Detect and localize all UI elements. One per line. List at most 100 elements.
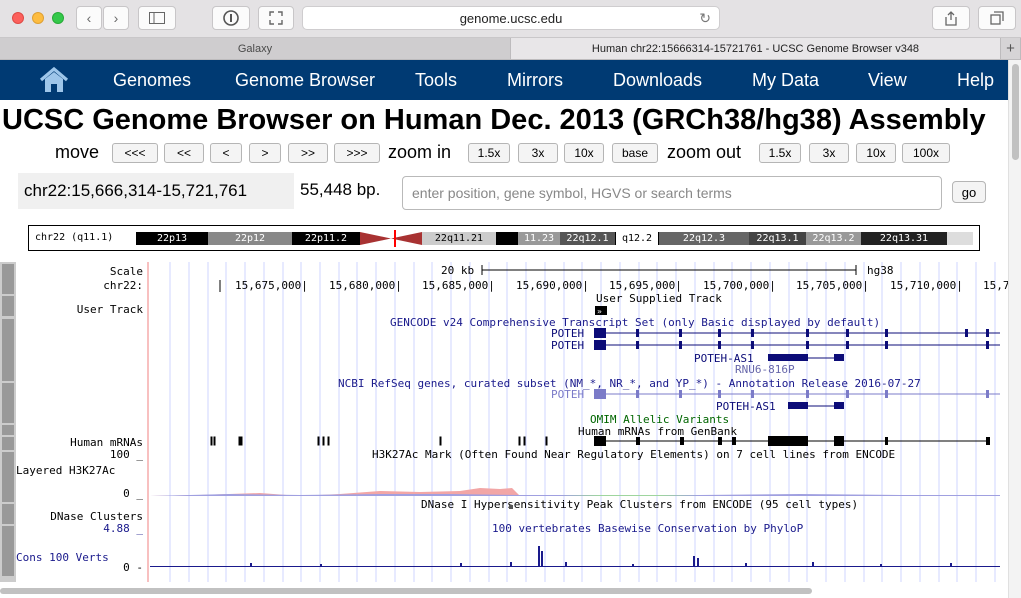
go-button[interactable]: go bbox=[952, 181, 986, 203]
cons-max-label: 4.88 _ bbox=[103, 522, 143, 535]
band-22q13.1[interactable]: 22q13.1 bbox=[749, 232, 806, 245]
forward-button[interactable]: › bbox=[103, 6, 129, 30]
band-22q13.31[interactable]: 22q13.31 bbox=[861, 232, 947, 245]
address-bar[interactable]: genome.ucsc.edu ↻ bbox=[302, 6, 720, 30]
chevron-right-icon: › bbox=[113, 10, 119, 26]
refseq-gene-poteh-as1[interactable]: POTEH-AS1 bbox=[716, 400, 776, 413]
zoom-out-10x-button[interactable]: 10x bbox=[856, 143, 896, 163]
minimize-window-button[interactable] bbox=[32, 12, 44, 24]
move-right-more-button[interactable]: >> bbox=[288, 143, 328, 163]
cons-signal[interactable] bbox=[150, 546, 1000, 567]
band-22q13.2[interactable]: 22q13.2 bbox=[806, 232, 861, 245]
vertical-scroll-thumb[interactable] bbox=[1012, 64, 1019, 160]
band-22q12.1[interactable]: 22q12.1 bbox=[560, 232, 615, 245]
page-title: UCSC Genome Browser on Human Dec. 2013 (… bbox=[2, 104, 986, 136]
zoom-in-base-button[interactable]: base bbox=[612, 143, 658, 163]
nav-tools[interactable]: Tools bbox=[415, 70, 458, 90]
tab-galaxy[interactable]: Galaxy bbox=[0, 38, 511, 59]
ruler-tick-4: 15,690,000| bbox=[516, 279, 589, 292]
cons-min-label: 0 - bbox=[123, 561, 143, 574]
cons-track-title: 100 vertebrates Basewise Conservation by… bbox=[492, 522, 804, 535]
zoom-out-3x-button[interactable]: 3x bbox=[809, 143, 849, 163]
nav-view[interactable]: View bbox=[868, 70, 907, 90]
band-11.23[interactable]: 11.23 bbox=[518, 232, 560, 245]
zoom-in-1.5x-button[interactable]: 1.5x bbox=[468, 143, 510, 163]
refseq-track-title: NCBI RefSeq genes, curated subset (NM_*,… bbox=[338, 377, 921, 390]
position-search-input[interactable] bbox=[402, 176, 942, 210]
ruler-tick-8: 15,710,000| bbox=[890, 279, 963, 292]
dnase-feature[interactable] bbox=[509, 505, 513, 509]
band-22q11.21[interactable]: 22q11.21 bbox=[422, 232, 496, 245]
new-tab-button[interactable]: + bbox=[1001, 38, 1021, 59]
move-left-more-button[interactable]: << bbox=[164, 143, 204, 163]
move-far-left-button[interactable]: <<< bbox=[112, 143, 158, 163]
omim-track-title: OMIM Allelic Variants bbox=[590, 413, 729, 426]
ruler-tick-2: 15,680,000| bbox=[329, 279, 402, 292]
sidebar-button[interactable] bbox=[138, 6, 176, 30]
user-track-label[interactable]: User Track bbox=[77, 303, 144, 316]
zoom-out-1.5x-button[interactable]: 1.5x bbox=[759, 143, 801, 163]
reload-icon[interactable]: ↻ bbox=[699, 10, 711, 26]
h3k27ac-signal[interactable] bbox=[150, 488, 1000, 496]
cons-track-label[interactable]: Cons 100 Verts bbox=[16, 551, 109, 564]
band-22p11.2[interactable]: 22p11.2 bbox=[292, 232, 360, 245]
move-right-button[interactable]: > bbox=[249, 143, 281, 163]
move-far-right-button[interactable]: >>> bbox=[334, 143, 380, 163]
zoom-window-button[interactable] bbox=[52, 12, 64, 24]
zoom-in-3x-button[interactable]: 3x bbox=[518, 143, 558, 163]
user-track-feature[interactable] bbox=[595, 306, 607, 315]
tabs-overview-button[interactable] bbox=[978, 6, 1016, 30]
centromere-shape bbox=[360, 230, 422, 247]
ruler-tick-1: 15,675,000| bbox=[235, 279, 308, 292]
vertical-scrollbar[interactable] bbox=[1008, 60, 1021, 598]
h3k27ac-min-label: 0 _ bbox=[123, 487, 143, 500]
nav-genome-browser[interactable]: Genome Browser bbox=[235, 70, 376, 90]
band-22p12[interactable]: 22p12 bbox=[208, 232, 292, 245]
zoom-in-10x-button[interactable]: 10x bbox=[564, 143, 604, 163]
scale-label: Scale bbox=[110, 265, 143, 278]
dnase-track-title: DNase I Hypersensitivity Peak Clusters f… bbox=[421, 498, 858, 511]
gencode-gene-poteh-1[interactable]: POTEH bbox=[551, 327, 584, 340]
mrna-track-label[interactable]: Human mRNAs bbox=[70, 436, 143, 449]
move-left-button[interactable]: < bbox=[210, 143, 242, 163]
assembly-label: hg38 bbox=[867, 264, 894, 277]
dnase-track-label[interactable]: DNase Clusters bbox=[50, 510, 143, 523]
gencode-features[interactable]: POTEH POTEH POTEH-AS1 bbox=[551, 327, 1000, 365]
fullscreen-button[interactable] bbox=[258, 6, 294, 30]
share-button[interactable] bbox=[932, 6, 970, 30]
band-q12.2[interactable]: q12.2 bbox=[615, 232, 659, 245]
reader-button[interactable] bbox=[212, 6, 250, 30]
back-button[interactable]: ‹ bbox=[76, 6, 102, 30]
user-track-title: User Supplied Track bbox=[596, 292, 722, 305]
tab-genome-browser[interactable]: Human chr22:15666314-15721761 - UCSC Gen… bbox=[511, 38, 1001, 59]
gencode-gene-rnu6[interactable]: RNU6-816P bbox=[735, 363, 795, 376]
track-image[interactable]: Scale 20 kb hg38 chr22: 15,675,000| 15,6… bbox=[0, 262, 1008, 582]
nav-downloads[interactable]: Downloads bbox=[613, 70, 703, 90]
info-icon bbox=[223, 10, 239, 26]
track-side-buttons[interactable] bbox=[2, 264, 14, 576]
nav-my-data[interactable]: My Data bbox=[752, 70, 820, 90]
nav-genomes[interactable]: Genomes bbox=[113, 70, 192, 90]
mrna-features[interactable] bbox=[210, 436, 990, 446]
gencode-gene-poteh-as1[interactable]: POTEH-AS1 bbox=[694, 352, 754, 365]
gencode-track-title: GENCODE v24 Comprehensive Transcript Set… bbox=[390, 316, 880, 329]
h3k27ac-track-label[interactable]: Layered H3K27Ac bbox=[16, 464, 115, 477]
gencode-gene-poteh-2[interactable]: POTEH bbox=[551, 339, 584, 352]
home-icon[interactable] bbox=[38, 66, 70, 94]
main-nav: Genomes Genome Browser Tools Mirrors Dow… bbox=[0, 60, 1008, 100]
band-22p13[interactable]: 22p13 bbox=[136, 232, 208, 245]
zoom-out-100x-button[interactable]: 100x bbox=[902, 143, 950, 163]
band-22q12.3[interactable]: 22q12.3 bbox=[659, 232, 749, 245]
refseq-gene-poteh[interactable]: POTEH bbox=[551, 388, 584, 401]
mrna-track-title: Human mRNAs from GenBank bbox=[578, 425, 737, 438]
url-text: genome.ucsc.edu bbox=[459, 10, 563, 26]
refseq-features[interactable]: POTEH bbox=[551, 388, 1000, 401]
chromosome-ideogram[interactable]: chr22 (q11.1) 22p13 22p12 22p11.2 22q11.… bbox=[28, 225, 980, 251]
zoom-in-label: zoom in bbox=[388, 142, 452, 162]
nav-mirrors[interactable]: Mirrors bbox=[507, 70, 563, 90]
scale-text: 20 kb bbox=[441, 264, 474, 277]
h3k27ac-track-title: H3K27Ac Mark (Often Found Near Regulator… bbox=[372, 448, 895, 461]
close-window-button[interactable] bbox=[12, 12, 24, 24]
nav-help[interactable]: Help bbox=[957, 70, 995, 90]
horizontal-scroll-thumb[interactable] bbox=[0, 588, 812, 594]
